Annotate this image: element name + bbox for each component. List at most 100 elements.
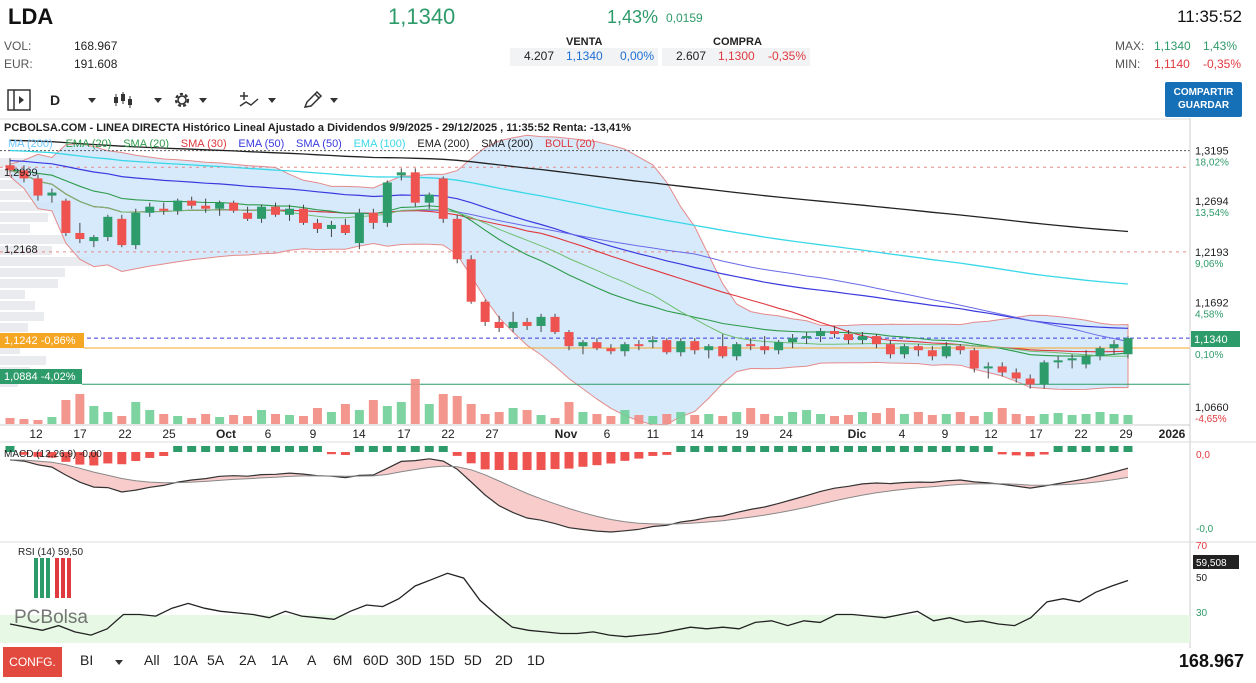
- volume-profile-bar: [0, 323, 28, 332]
- volume-bar: [326, 412, 336, 424]
- range-10a[interactable]: 10A: [173, 652, 198, 668]
- compra-box: [662, 48, 810, 66]
- date-axis-label: 2026: [1159, 427, 1186, 441]
- price-axis-tick: 1,1692: [1195, 298, 1229, 310]
- macd-hist-bar: [662, 452, 672, 455]
- date-axis-label: 11: [647, 427, 660, 441]
- volume-bar: [676, 412, 686, 424]
- candle-body: [955, 346, 965, 351]
- range-1d[interactable]: 1D: [527, 652, 545, 668]
- candle-body: [634, 344, 644, 347]
- period-select[interactable]: D: [50, 88, 97, 112]
- volume-bar: [927, 415, 937, 424]
- config-button[interactable]: CONFG.: [3, 647, 62, 677]
- range-1a[interactable]: 1A: [271, 652, 289, 668]
- macd-hist-bar: [257, 446, 267, 452]
- panel-toggle-button[interactable]: [6, 88, 32, 112]
- range-a[interactable]: A: [307, 652, 317, 668]
- legend-item: SMA (50): [296, 138, 342, 150]
- macd-hist-bar: [746, 446, 756, 452]
- range-all[interactable]: All: [144, 652, 160, 668]
- date-axis-label: 24: [779, 427, 793, 441]
- range-5a[interactable]: 5A: [207, 652, 225, 668]
- macd-hist-bar: [592, 452, 602, 466]
- candle-body: [774, 342, 784, 351]
- draw-tools-button[interactable]: [302, 88, 338, 112]
- volume-bar: [285, 415, 294, 424]
- candle-body: [732, 344, 742, 357]
- date-axis-label: 17: [73, 427, 87, 441]
- macd-hist-bar: [145, 452, 155, 458]
- volume-bar: [941, 414, 951, 424]
- volume-bar: [452, 396, 462, 424]
- candle-body: [312, 222, 322, 229]
- range-60d[interactable]: 60D: [363, 652, 389, 668]
- candle-body: [187, 200, 197, 206]
- share-label: COMPARTIR: [1173, 87, 1234, 98]
- candle-body: [33, 178, 43, 196]
- candle-body: [871, 336, 881, 345]
- eur-label: EUR:: [4, 57, 33, 71]
- candle-body: [285, 208, 294, 215]
- macd-hist-bar: [508, 452, 518, 470]
- range-30d[interactable]: 30D: [396, 652, 422, 668]
- macd-hist-bar: [215, 446, 225, 452]
- volume-bar: [844, 415, 853, 424]
- legend-item: BOLL (20): [545, 138, 595, 150]
- volume-bar: [1011, 414, 1021, 424]
- volume-bar: [354, 410, 364, 424]
- macd-hist-bar: [382, 446, 392, 452]
- max-label: MAX:: [1115, 39, 1145, 53]
- macd-hist-bar: [159, 452, 169, 456]
- volume-bar: [424, 404, 434, 424]
- candle-body: [788, 338, 798, 343]
- candle-body: [662, 340, 672, 353]
- range-5d[interactable]: 5D: [464, 652, 482, 668]
- price-axis-tick: 1,3195: [1195, 146, 1229, 158]
- price-chart[interactable]: PCBOLSA.COM - LINEA DIRECTA Histórico Li…: [0, 118, 1256, 648]
- change-absolute: 0,0159: [666, 11, 703, 25]
- candle-body: [396, 172, 406, 176]
- range-6m[interactable]: 6M: [333, 652, 353, 668]
- macd-hist-bar: [1123, 446, 1133, 452]
- candle-body: [564, 332, 574, 347]
- legend-item: SMA (20): [123, 138, 169, 150]
- macd-hist-bar: [75, 452, 85, 465]
- candle-body: [578, 342, 588, 347]
- chart-type-button[interactable]: [112, 88, 162, 112]
- volume-bar: [1081, 414, 1091, 424]
- candle-body: [354, 212, 364, 244]
- macd-hist-bar: [424, 446, 434, 452]
- candle-body: [257, 206, 267, 219]
- macd-hist-bar: [844, 446, 853, 452]
- volume-bar: [131, 402, 141, 424]
- macd-hist-bar: [187, 446, 197, 452]
- volume-bar: [466, 404, 476, 424]
- volume-bar: [830, 416, 840, 424]
- candle-body: [857, 336, 867, 341]
- range-2a[interactable]: 2A: [239, 652, 257, 668]
- macd-hist-bar: [941, 446, 951, 452]
- gear-icon: [174, 92, 190, 108]
- volume-bar: [983, 412, 993, 424]
- range-2d[interactable]: 2D: [495, 652, 513, 668]
- volume-bar: [229, 415, 239, 424]
- volume-bar: [201, 414, 211, 424]
- macd-hist-bar: [676, 446, 686, 452]
- candle-body: [620, 344, 630, 352]
- range-15d[interactable]: 15D: [429, 652, 455, 668]
- price-axis-pct: 9,06%: [1195, 259, 1223, 270]
- macd-hist-bar: [1095, 446, 1105, 452]
- candle-body: [830, 331, 840, 335]
- volume-bar: [955, 412, 965, 424]
- volume-profile-bar: [0, 279, 58, 288]
- indicators-button[interactable]: [238, 88, 276, 112]
- volume-bar: [61, 400, 71, 424]
- chevron-down-icon: [330, 97, 338, 103]
- range-mode-select[interactable]: BI: [80, 652, 124, 668]
- share-save-button[interactable]: COMPARTIR GUARDAR: [1165, 82, 1242, 117]
- settings-button[interactable]: [171, 88, 207, 112]
- macd-hist-bar: [760, 446, 770, 452]
- macd-hist-bar: [648, 452, 658, 456]
- volume-bar: [899, 414, 909, 424]
